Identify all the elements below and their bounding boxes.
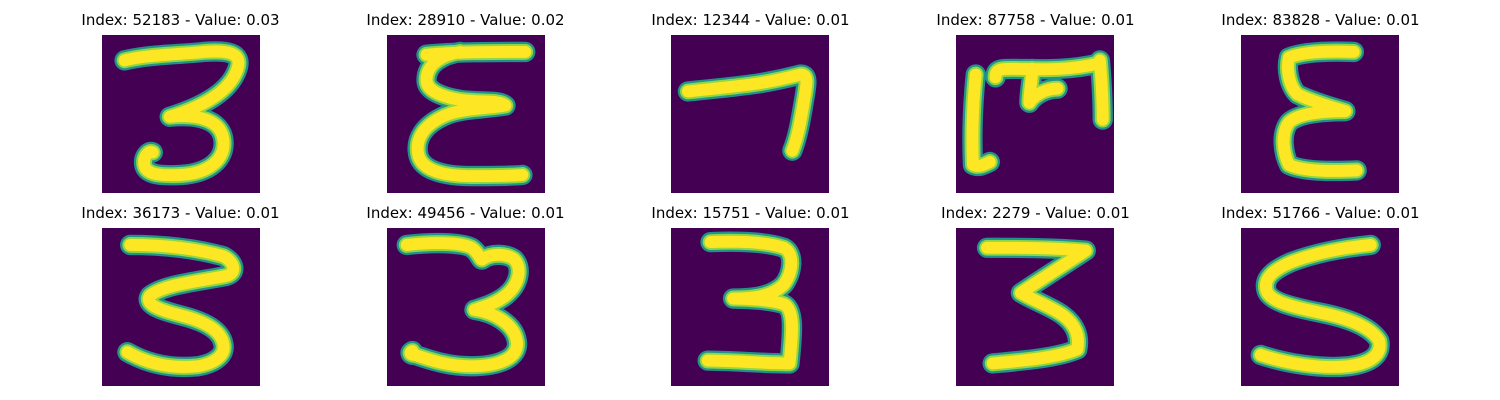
panel-title: Index: 83828 - Value: 0.01 bbox=[1221, 11, 1420, 29]
panel-10: Index: 51766 - Value: 0.01 bbox=[1178, 193, 1463, 386]
panel-5: Index: 83828 - Value: 0.01 bbox=[1178, 0, 1463, 193]
digit-image bbox=[956, 35, 1114, 193]
digit-image bbox=[102, 35, 260, 193]
panel-title: Index: 12344 - Value: 0.01 bbox=[651, 11, 850, 29]
panel-9: Index: 2279 - Value: 0.01 bbox=[893, 193, 1178, 386]
panel-title: Index: 52183 - Value: 0.03 bbox=[81, 11, 280, 29]
panel-title: Index: 87758 - Value: 0.01 bbox=[936, 11, 1135, 29]
digit-image bbox=[671, 228, 829, 386]
panel-title: Index: 28910 - Value: 0.02 bbox=[366, 11, 565, 29]
panel-title: Index: 36173 - Value: 0.01 bbox=[81, 204, 280, 222]
panel-7: Index: 49456 - Value: 0.01 bbox=[323, 193, 608, 386]
panel-title: Index: 49456 - Value: 0.01 bbox=[366, 204, 565, 222]
panel-title: Index: 15751 - Value: 0.01 bbox=[651, 204, 850, 222]
panel-title: Index: 2279 - Value: 0.01 bbox=[941, 204, 1130, 222]
digit-image bbox=[102, 228, 260, 386]
digit-image bbox=[1241, 228, 1399, 386]
panel-1: Index: 52183 - Value: 0.03 bbox=[38, 0, 323, 193]
digit-image bbox=[387, 228, 545, 386]
panel-title: Index: 51766 - Value: 0.01 bbox=[1221, 204, 1420, 222]
panel-8: Index: 15751 - Value: 0.01 bbox=[608, 193, 893, 386]
panel-3: Index: 12344 - Value: 0.01 bbox=[608, 0, 893, 193]
panel-6: Index: 36173 - Value: 0.01 bbox=[38, 193, 323, 386]
panel-4: Index: 87758 - Value: 0.01 bbox=[893, 0, 1178, 193]
digit-image bbox=[956, 228, 1114, 386]
digit-image bbox=[387, 35, 545, 193]
digit-image bbox=[671, 35, 829, 193]
digit-image bbox=[1241, 35, 1399, 193]
panel-2: Index: 28910 - Value: 0.02 bbox=[323, 0, 608, 193]
